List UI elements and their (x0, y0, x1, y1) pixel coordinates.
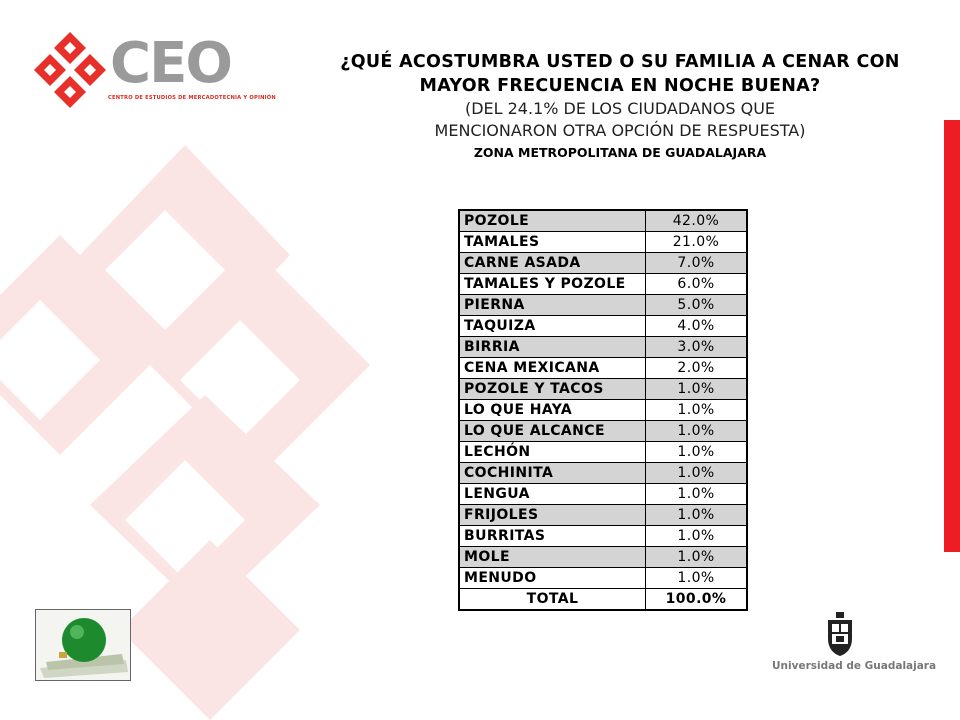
accent-bar (944, 120, 960, 552)
row-value: 7.0% (645, 252, 748, 274)
table-row: POZOLE Y TACOS 1.0% (458, 378, 748, 400)
table-row: CENA MEXICANA 2.0% (458, 357, 748, 379)
row-label: TAMALES (458, 231, 646, 253)
row-value: 42.0% (645, 209, 748, 232)
zone-label: ZONA METROPOLITANA DE GUADALAJARA (473, 145, 767, 160)
table-row: LO QUE ALCANCE 1.0% (458, 420, 748, 442)
subtitle-line-1: (DEL 24.1% DE LOS CIUDADANOS QUE (464, 99, 776, 118)
title-line-2: MAYOR FRECUENCIA EN NOCHE BUENA? (419, 76, 821, 96)
table-row: MOLE 1.0% (458, 546, 748, 568)
ornament-illustration (40, 618, 128, 678)
total-value: 100.0% (645, 588, 748, 611)
row-label: MOLE (458, 546, 646, 568)
row-value: 1.0% (645, 525, 748, 547)
table-row: POZOLE 42.0% (458, 209, 748, 232)
row-value: 4.0% (645, 315, 748, 337)
table-row: TAMALES 21.0% (458, 231, 748, 253)
ceo-logo-mark-icon (34, 32, 106, 108)
row-value: 1.0% (645, 462, 748, 484)
row-label: TAMALES Y POZOLE (458, 273, 646, 295)
row-label: POZOLE Y TACOS (458, 378, 646, 400)
row-value: 1.0% (645, 378, 748, 400)
row-label: PIERNA (458, 294, 646, 316)
university-name: Universidad de Guadalajara (772, 660, 937, 672)
total-row: TOTAL 100.0% (458, 588, 748, 611)
row-label: MENUDO (458, 567, 646, 589)
table-row: MENUDO 1.0% (458, 567, 748, 589)
row-label: POZOLE (458, 209, 646, 232)
table-row: FRIJOLES 1.0% (458, 504, 748, 526)
row-value: 21.0% (645, 231, 748, 253)
total-label: TOTAL (458, 588, 646, 611)
row-label: LO QUE HAYA (458, 399, 646, 421)
row-label: FRIJOLES (458, 504, 646, 526)
slide-header: ¿QUÉ ACOSTUMBRA USTED O SU FAMILIA A CEN… (330, 50, 910, 162)
row-value: 6.0% (645, 273, 748, 295)
row-label: CARNE ASADA (458, 252, 646, 274)
row-value: 1.0% (645, 483, 748, 505)
logo-subtitle: CENTRO DE ESTUDIOS DE MERCADOTECNIA Y OP… (108, 95, 276, 101)
row-value: 5.0% (645, 294, 748, 316)
table-row: TAQUIZA 4.0% (458, 315, 748, 337)
table-row: LO QUE HAYA 1.0% (458, 399, 748, 421)
row-value: 1.0% (645, 546, 748, 568)
row-label: BIRRIA (458, 336, 646, 358)
logo-wordmark: CEO (110, 31, 233, 96)
row-label: LENGUA (458, 483, 646, 505)
row-label: TAQUIZA (458, 315, 646, 337)
row-label: LECHÓN (458, 441, 646, 463)
row-label: BURRITAS (458, 525, 646, 547)
row-label: COCHINITA (458, 462, 646, 484)
subtitle-line-2: MENCIONARON OTRA OPCIÓN DE RESPUESTA) (434, 121, 806, 140)
table-row: BIRRIA 3.0% (458, 336, 748, 358)
table-row: CARNE ASADA 7.0% (458, 252, 748, 274)
row-value: 2.0% (645, 357, 748, 379)
row-label: CENA MEXICANA (458, 357, 646, 379)
row-value: 1.0% (645, 399, 748, 421)
table-row: LENGUA 1.0% (458, 483, 748, 505)
university-crest-icon (828, 612, 852, 656)
row-value: 1.0% (645, 420, 748, 442)
table-row: LECHÓN 1.0% (458, 441, 748, 463)
title-line-1: ¿QUÉ ACOSTUMBRA USTED O SU FAMILIA A CEN… (340, 52, 900, 72)
row-value: 3.0% (645, 336, 748, 358)
table-row: TAMALES Y POZOLE 6.0% (458, 273, 748, 295)
table-row: BURRITAS 1.0% (458, 525, 748, 547)
results-table-body: POZOLE 42.0% TAMALES 21.0% CARNE ASADA 7.0% TA… (458, 209, 748, 611)
row-value: 1.0% (645, 567, 748, 589)
table-row: PIERNA 5.0% (458, 294, 748, 316)
christmas-ornament-photo-icon (35, 609, 131, 681)
row-value: 1.0% (645, 504, 748, 526)
row-value: 1.0% (645, 441, 748, 463)
results-table: POZOLE 42.0% TAMALES 21.0% CARNE ASADA 7.0% TA… (458, 209, 748, 611)
row-label: LO QUE ALCANCE (458, 420, 646, 442)
table-row: COCHINITA 1.0% (458, 462, 748, 484)
